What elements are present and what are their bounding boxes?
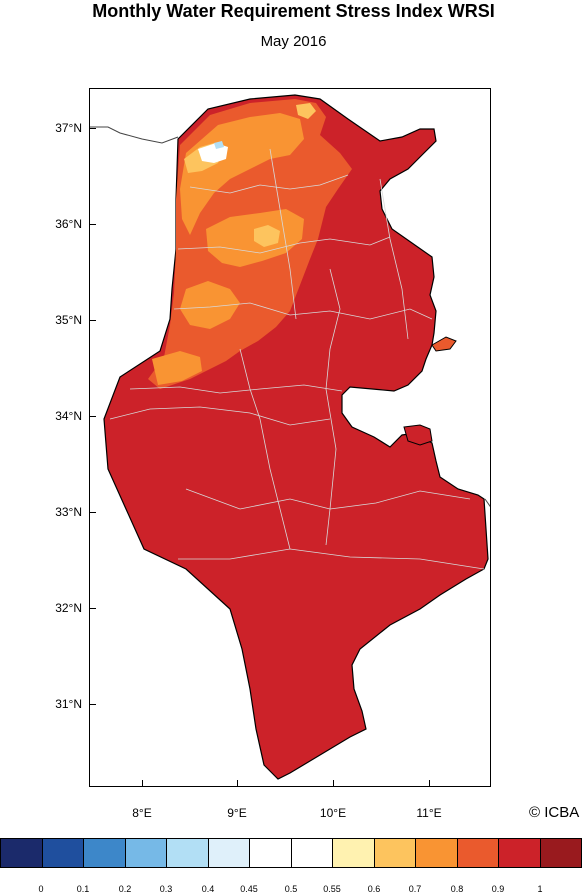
mild-stress-patch-3: [296, 103, 316, 119]
lat-label-32: 32°N: [55, 601, 82, 615]
colorbar-swatch: [0, 838, 43, 868]
colorbar-swatch: [456, 838, 499, 868]
lat-label-34: 34°N: [55, 409, 82, 423]
colorbar-label: 0.2: [118, 884, 132, 894]
colorbar-label: 0: [38, 884, 44, 894]
colorbar-swatch: [415, 838, 458, 868]
lat-tick: [89, 704, 96, 705]
map-panel: [89, 88, 491, 787]
lat-tick: [89, 512, 96, 513]
colorbar-label: 1: [537, 884, 543, 894]
colorbar-label: 0.5: [284, 884, 298, 894]
lon-label-11: 11°E: [416, 806, 442, 820]
colorbar: [0, 838, 582, 868]
colorbar-swatch: [373, 838, 416, 868]
colorbar-swatch: [498, 838, 541, 868]
moderate-stress-zone-4: [180, 281, 240, 329]
algeria-coastline: [90, 126, 179, 144]
colorbar-swatch: [41, 838, 84, 868]
lon-label-8: 8°E: [132, 806, 152, 820]
kerkennah-islands: [431, 336, 457, 352]
colorbar-label: 0.45: [240, 884, 258, 894]
lon-tick: [333, 780, 334, 787]
lat-label-35: 35°N: [55, 313, 82, 327]
lat-tick: [89, 128, 96, 129]
colorbar-label: 0.4: [201, 884, 215, 894]
lat-tick: [89, 320, 96, 321]
mild-stress-patch-2: [254, 225, 280, 247]
colorbar-label: 0.6: [367, 884, 381, 894]
low-value-patch: [214, 141, 224, 149]
lat-tick: [89, 416, 96, 417]
tunisia-wrsi-map: [90, 94, 490, 780]
chart-title: Monthly Water Requirement Stress Index W…: [92, 1, 495, 21]
lon-tick: [237, 780, 238, 787]
lat-label-37: 37°N: [55, 121, 82, 135]
colorbar-swatch: [124, 838, 167, 868]
djerba-island: [403, 424, 433, 446]
chart-subtitle: May 2016: [260, 33, 327, 50]
colorbar-swatch: [290, 838, 333, 868]
libya-border-line: [484, 498, 490, 508]
lat-label-31: 31°N: [55, 697, 82, 711]
governorate-boundaries: [109, 148, 485, 570]
colorbar-label: 0.1: [76, 884, 90, 894]
lat-label-36: 36°N: [55, 217, 82, 231]
colorbar-swatch: [332, 838, 375, 868]
lon-tick: [429, 780, 430, 787]
colorbar-swatch: [249, 838, 292, 868]
colorbar-swatch: [166, 838, 209, 868]
colorbar-swatch: [207, 838, 250, 868]
colorbar-label: 0.3: [159, 884, 173, 894]
lon-tick: [142, 780, 143, 787]
lon-label-9: 9°E: [227, 806, 247, 820]
credit-label: © ICBA: [529, 804, 580, 821]
lat-tick: [89, 608, 96, 609]
colorbar-label: 0.8: [450, 884, 464, 894]
colorbar-label: 0.9: [491, 884, 505, 894]
colorbar-label: 0.7: [408, 884, 422, 894]
moderate-stress-zone-2: [180, 113, 304, 235]
moderate-stress-zone-5: [152, 351, 202, 385]
colorbar-label: 0.55: [323, 884, 341, 894]
colorbar-swatch: [539, 838, 582, 868]
lat-tick: [89, 224, 96, 225]
lon-label-10: 10°E: [319, 806, 347, 820]
lat-label-33: 33°N: [55, 505, 82, 519]
colorbar-swatch: [83, 838, 126, 868]
no-stress-patch: [198, 143, 228, 163]
